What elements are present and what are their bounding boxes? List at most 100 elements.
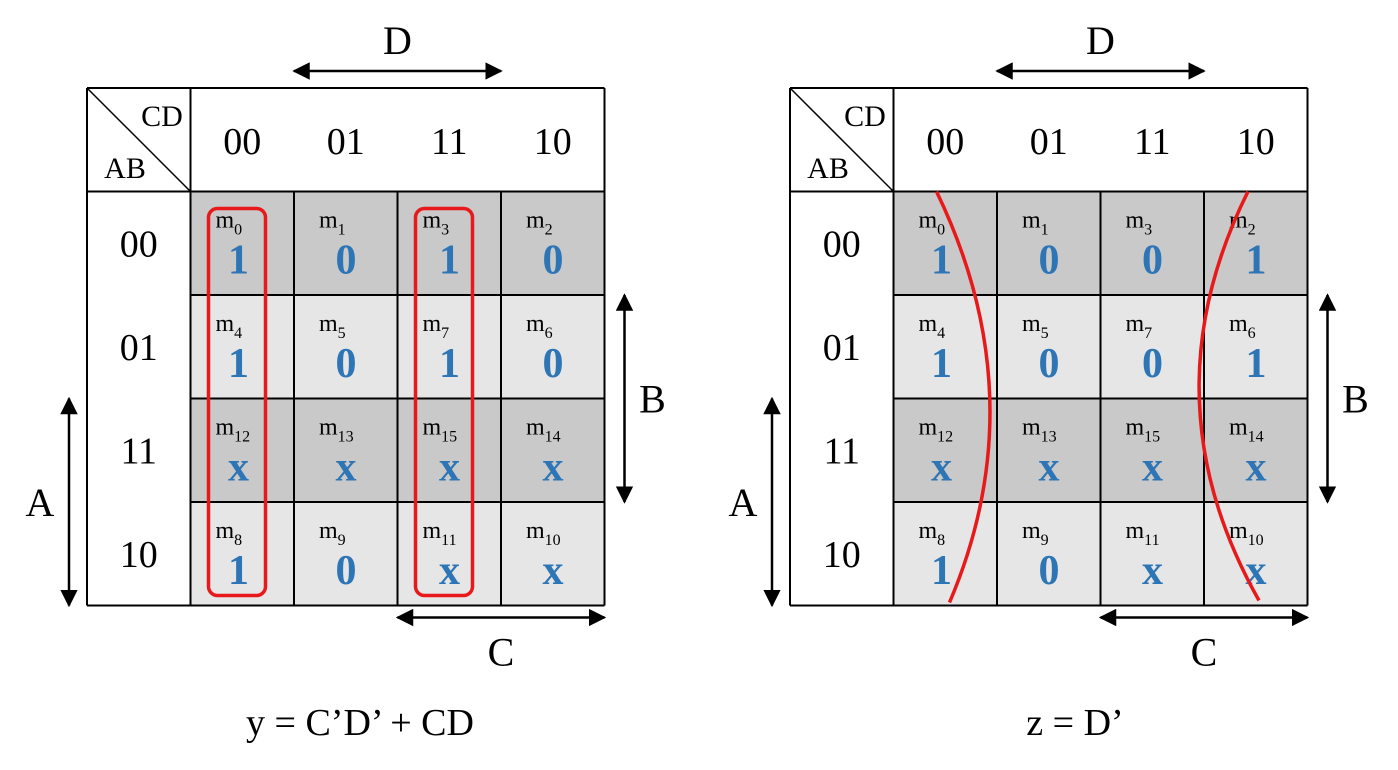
cell-value: 1 <box>1246 238 1267 284</box>
column-label: 10 <box>1237 121 1275 163</box>
cell-value: 0 <box>336 341 357 387</box>
cell-value: 0 <box>1039 341 1060 387</box>
minterm-label: m13 <box>1022 415 1057 446</box>
corner-label-ab: AB <box>104 152 146 185</box>
minterm-label: m12 <box>216 415 251 446</box>
minterm-label: m4 <box>216 311 243 342</box>
cell-value: x <box>543 548 564 594</box>
cell-value: 0 <box>1142 341 1163 387</box>
group-arc-left <box>934 190 992 604</box>
minterm-label: m4 <box>919 311 946 342</box>
cell-value: x <box>1142 548 1163 594</box>
minterm-label: m7 <box>1126 311 1153 342</box>
cell-value: x <box>336 445 357 491</box>
cell-value: 1 <box>931 238 952 284</box>
cell-value: 0 <box>336 238 357 284</box>
group-arc-right <box>1197 190 1261 602</box>
row-label: 11 <box>120 430 157 472</box>
cell-value: x <box>1039 445 1060 491</box>
var-label-c: C <box>488 630 515 675</box>
minterm-label: m9 <box>1022 518 1049 549</box>
cell-value: x <box>439 445 460 491</box>
cell-value: x <box>1142 445 1163 491</box>
minterm-label: m1 <box>1022 208 1049 239</box>
column-label: 01 <box>1030 121 1068 163</box>
minterm-label: m3 <box>423 208 450 239</box>
minterm-label: m9 <box>319 518 346 549</box>
corner-label-cd: CD <box>141 100 183 133</box>
row-label: 00 <box>823 223 861 265</box>
minterm-label: m5 <box>319 311 346 342</box>
var-label-b: B <box>1342 377 1369 422</box>
minterm-label: m0 <box>216 208 243 239</box>
minterm-label: m14 <box>1229 415 1264 446</box>
var-label-a: A <box>26 480 55 525</box>
minterm-label: m13 <box>319 415 354 446</box>
cell-value: 1 <box>228 341 249 387</box>
minterm-label: m3 <box>1126 208 1153 239</box>
minterm-label: m1 <box>319 208 346 239</box>
cell-value: 0 <box>543 238 564 284</box>
corner-label-ab: AB <box>807 152 849 185</box>
equation: y = C’D’ + CD <box>246 702 474 744</box>
minterm-label: m0 <box>919 208 946 239</box>
cell-value: x <box>931 445 952 491</box>
row-label: 10 <box>823 534 861 576</box>
cell-value: x <box>1246 548 1267 594</box>
minterm-label: m10 <box>526 518 561 549</box>
minterm-label: m7 <box>423 311 450 342</box>
minterm-label: m14 <box>526 415 561 446</box>
kmap-y: CDAB0000010111111010m01m10m31m20m41m50m7… <box>26 18 666 744</box>
minterm-label: m5 <box>1022 311 1049 342</box>
cell-value: x <box>228 445 249 491</box>
cell-value: 1 <box>1246 341 1267 387</box>
row-label: 11 <box>823 430 860 472</box>
minterm-label: m11 <box>1126 518 1160 549</box>
minterm-label: m15 <box>1126 415 1161 446</box>
corner-label-cd: CD <box>844 100 886 133</box>
minterm-label: m11 <box>423 518 457 549</box>
row-label: 10 <box>120 534 158 576</box>
cell-value: 0 <box>1039 238 1060 284</box>
cell-value: x <box>543 445 564 491</box>
cell-value: x <box>1246 445 1267 491</box>
cell-value: 1 <box>931 341 952 387</box>
cell-value: 0 <box>336 548 357 594</box>
column-label: 00 <box>926 121 964 163</box>
corner-diagonal <box>86 87 192 193</box>
equation: z = D’ <box>1026 702 1123 744</box>
var-label-c: C <box>1191 630 1218 675</box>
column-label: 10 <box>534 121 572 163</box>
column-label: 00 <box>223 121 261 163</box>
cell-value: 1 <box>228 238 249 284</box>
cell-value: 1 <box>439 238 460 284</box>
minterm-label: m6 <box>526 311 553 342</box>
cell-value: 0 <box>543 341 564 387</box>
var-label-d: D <box>1086 18 1115 63</box>
cell-value: 0 <box>1142 238 1163 284</box>
minterm-label: m8 <box>919 518 946 549</box>
kmap-z: CDAB0000010111111010m01m10m30m21m41m50m7… <box>729 18 1369 744</box>
cell-value: 1 <box>931 548 952 594</box>
minterm-label: m2 <box>526 208 553 239</box>
row-label: 01 <box>120 327 158 369</box>
cell-value: 1 <box>439 341 460 387</box>
minterm-label: m8 <box>216 518 243 549</box>
minterm-label: m12 <box>919 415 954 446</box>
minterm-label: m10 <box>1229 518 1264 549</box>
minterm-label: m15 <box>423 415 458 446</box>
row-label: 00 <box>120 223 158 265</box>
column-label: 11 <box>431 121 468 163</box>
group-loop <box>413 206 475 598</box>
var-label-d: D <box>383 18 412 63</box>
group-loop <box>206 206 268 598</box>
minterm-label: m6 <box>1229 311 1256 342</box>
var-label-a: A <box>729 480 758 525</box>
row-label: 01 <box>823 327 861 369</box>
cell-value: 1 <box>228 548 249 594</box>
column-label: 01 <box>327 121 365 163</box>
cell-value: x <box>439 548 460 594</box>
var-label-b: B <box>639 377 666 422</box>
corner-diagonal <box>789 87 895 193</box>
